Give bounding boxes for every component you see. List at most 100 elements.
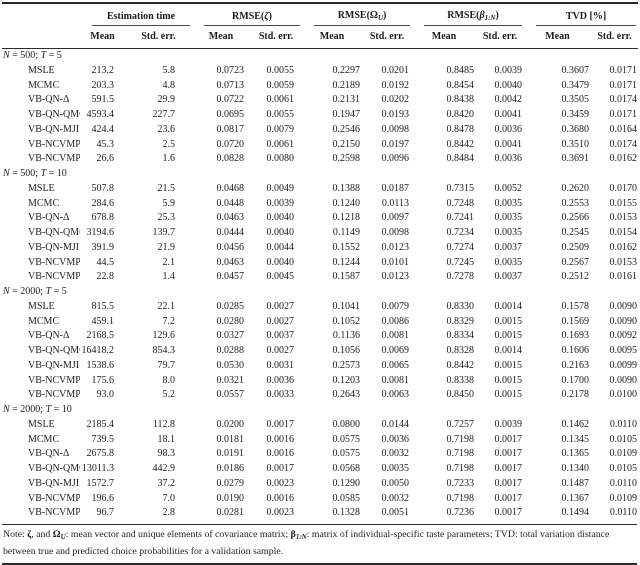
cell-rmse-omega-std: 0.0051 xyxy=(381,507,410,519)
table-row: VB-NCVMP-MJI 22.8 1.4 0.0457 0.0045 0.1587 0.0… xyxy=(2,270,638,285)
cell-rmse-zeta-mean: 0.0457 xyxy=(216,271,245,283)
method-label: VB-QN-QMC xyxy=(28,463,80,474)
cell-rmse-zeta-mean: 0.0448 xyxy=(216,197,245,209)
cell-tvd-std: 0.0153 xyxy=(609,212,638,224)
cell-rmse-omega-std: 0.0202 xyxy=(381,94,410,106)
cell-tvd-mean: 0.1578 xyxy=(561,300,590,312)
cell-rmse-beta-mean: 0.7245 xyxy=(446,256,475,268)
table-row: MCMC 459.1 7.2 0.0280 0.0027 0.1052 0.0086 0.83… xyxy=(2,315,638,330)
cell-rmse-omega-mean: 0.1552 xyxy=(332,241,361,253)
cell-tvd-std: 0.0174 xyxy=(609,94,638,106)
corner-blank xyxy=(2,3,80,26)
cell-est-time-mean: 4593.4 xyxy=(86,109,115,120)
cell-rmse-omega-std: 0.0032 xyxy=(381,492,410,504)
cell-rmse-beta-mean: 0.8329 xyxy=(446,315,475,327)
cell-rmse-beta-std: 0.0017 xyxy=(494,492,523,504)
cell-tvd-std: 0.0099 xyxy=(609,359,638,371)
cell-rmse-omega-mean: 0.1244 xyxy=(332,256,361,268)
cell-rmse-beta-std: 0.0037 xyxy=(494,271,523,283)
table-row: VB-QN-Δ 2675.8 98.3 0.0191 0.0016 0.0575 0.003… xyxy=(2,447,638,462)
method-label: VB-NCVMP-MJI xyxy=(28,153,80,165)
section-label-part: = 500; xyxy=(9,50,41,61)
section-label-part: N xyxy=(3,168,10,179)
method-label: MCMC xyxy=(28,197,60,209)
col-group-underline: TVD [%] xyxy=(536,11,637,26)
cell-rmse-beta-std: 0.0017 xyxy=(494,507,523,519)
cell-rmse-beta-mean: 0.7198 xyxy=(446,492,475,504)
cell-rmse-beta-mean: 0.8450 xyxy=(446,389,475,401)
cell-rmse-zeta-mean: 0.0191 xyxy=(216,448,245,460)
cell-est-time-mean: 13011.3 xyxy=(81,463,114,474)
cell-rmse-omega-mean: 0.1136 xyxy=(332,330,361,342)
cell-rmse-beta-std: 0.0037 xyxy=(494,241,523,253)
note-text-segment: 1:N xyxy=(295,533,307,541)
section-header-row: N = 2000; T = 10 xyxy=(2,403,638,418)
cell-rmse-zeta-std: 0.0044 xyxy=(266,241,295,253)
cell-tvd-std: 0.0171 xyxy=(609,79,638,91)
cell-rmse-beta-std: 0.0015 xyxy=(494,374,523,386)
method-label: VB-NCVMP-Δ xyxy=(28,492,80,504)
method-label: VB-QN-QMC xyxy=(28,227,80,238)
cell-rmse-beta-mean: 0.7257 xyxy=(446,418,475,430)
section-label: N = 500; T = 10 xyxy=(2,167,638,182)
cell-est-time-mean: 678.8 xyxy=(91,212,115,224)
header-text-part: RMSE( xyxy=(447,10,480,21)
cell-rmse-omega-mean: 0.0575 xyxy=(332,433,361,445)
cell-rmse-beta-std: 0.0035 xyxy=(494,227,523,238)
cell-tvd-std: 0.0153 xyxy=(609,256,638,268)
table-row: VB-NCVMP-Δ 44.5 2.1 0.0463 0.0040 0.1244 0.010… xyxy=(2,256,638,271)
cell-est-time-mean: 1538.6 xyxy=(86,359,115,371)
section-label-part: = 5 xyxy=(46,50,62,61)
section-header-row: N = 500; T = 10 xyxy=(2,167,638,182)
cell-tvd-mean: 0.3505 xyxy=(561,94,590,106)
table-row: VB-QN-QMC 3194.6 139.7 0.0444 0.0040 0.1149 0.… xyxy=(2,226,638,241)
section-label: N = 2000; T = 10 xyxy=(2,403,638,418)
cell-rmse-omega-std: 0.0096 xyxy=(381,153,410,165)
cell-rmse-omega-std: 0.0063 xyxy=(381,389,410,401)
section-label-part: = 2000; xyxy=(9,286,46,297)
cell-tvd-mean: 0.3607 xyxy=(561,64,590,76)
cell-rmse-zeta-mean: 0.0723 xyxy=(216,64,245,76)
method-label: VB-QN-QMC xyxy=(28,345,80,356)
cell-rmse-beta-mean: 0.7315 xyxy=(446,182,475,194)
cell-tvd-std: 0.0164 xyxy=(609,123,638,135)
cell-rmse-zeta-mean: 0.0720 xyxy=(216,138,245,150)
cell-rmse-zeta-std: 0.0027 xyxy=(266,300,295,312)
cell-tvd-mean: 0.2512 xyxy=(561,271,590,283)
cell-est-time-mean: 391.9 xyxy=(91,241,115,253)
cell-rmse-zeta-std: 0.0031 xyxy=(266,359,295,371)
cell-rmse-beta-std: 0.0017 xyxy=(494,463,523,474)
table-row: MCMC 203.3 4.8 0.0713 0.0059 0.2189 0.0192 0.84… xyxy=(2,79,638,94)
cell-est-time-std: 129.6 xyxy=(152,330,176,342)
header-text-part: ζ xyxy=(264,11,269,22)
cell-tvd-mean: 0.3680 xyxy=(561,123,590,135)
cell-rmse-zeta-std: 0.0016 xyxy=(266,492,295,504)
cell-rmse-zeta-mean: 0.0530 xyxy=(216,359,245,371)
cell-tvd-std: 0.0090 xyxy=(609,315,638,327)
cell-est-time-std: 21.5 xyxy=(157,182,176,194)
cell-rmse-omega-std: 0.0032 xyxy=(381,448,410,460)
subheader-rmse-omega-std: Std. err. xyxy=(362,26,413,49)
cell-rmse-omega-mean: 0.2189 xyxy=(332,79,361,91)
col-group-underline: Estimation time xyxy=(92,11,191,26)
cell-rmse-beta-mean: 0.8334 xyxy=(446,330,475,342)
subheader-rmse-zeta-mean: Mean xyxy=(192,26,251,49)
cell-rmse-omega-std: 0.0079 xyxy=(381,300,410,312)
cell-est-time-std: 98.3 xyxy=(157,448,176,460)
cell-est-time-mean: 203.3 xyxy=(91,79,115,91)
cell-rmse-zeta-std: 0.0040 xyxy=(266,212,295,224)
cell-tvd-mean: 0.2620 xyxy=(561,182,590,194)
cell-rmse-zeta-std: 0.0039 xyxy=(266,197,295,209)
col-group-label: Estimation time xyxy=(107,11,175,22)
cell-est-time-mean: 22.8 xyxy=(96,271,115,283)
cell-tvd-mean: 0.1693 xyxy=(561,330,590,342)
cell-tvd-mean: 0.1365 xyxy=(561,448,590,460)
table-row: VB-QN-MJI 424.4 23.6 0.0817 0.0079 0.2546 0.00… xyxy=(2,123,638,138)
cell-est-time-mean: 93.0 xyxy=(96,389,115,401)
cell-tvd-std: 0.0109 xyxy=(609,492,638,504)
cell-est-time-std: 4.8 xyxy=(162,79,176,91)
subheader-row: Mean Std. err. Mean Std. err. Mean Std. … xyxy=(2,26,639,49)
section-header-row: N = 500; T = 5 xyxy=(2,49,638,64)
cell-tvd-mean: 0.2163 xyxy=(561,359,590,371)
cell-rmse-beta-mean: 0.8338 xyxy=(446,374,475,386)
